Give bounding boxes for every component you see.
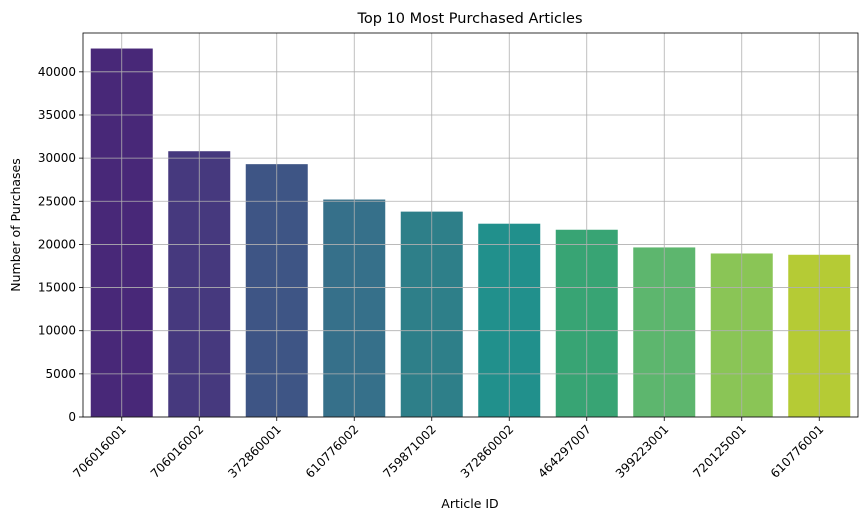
x-tick-label: 464297007 xyxy=(535,422,593,480)
x-tick-label: 372860002 xyxy=(458,422,516,480)
x-tick-label: 372860001 xyxy=(225,422,283,480)
y-tick-label: 0 xyxy=(68,410,76,424)
y-tick-label: 35000 xyxy=(38,108,76,122)
x-tick-label: 706016001 xyxy=(70,422,128,480)
x-axis-label: Article ID xyxy=(441,496,498,511)
x-tick-label: 706016002 xyxy=(148,422,206,480)
y-axis-label: Number of Purchases xyxy=(8,158,23,291)
x-tick-label: 759871002 xyxy=(380,422,438,480)
y-tick-label: 5000 xyxy=(45,367,76,381)
y-tick-label: 30000 xyxy=(38,151,76,165)
y-tick-label: 15000 xyxy=(38,281,76,295)
x-tick-label: 720125001 xyxy=(690,422,748,480)
plot-area: 0 5000 10000 15000 20000 25000 30000 35000 40000… xyxy=(38,32,859,481)
axes-frame xyxy=(82,32,859,418)
x-tick-label: 610776002 xyxy=(303,422,361,480)
y-tick-label: 20000 xyxy=(38,237,76,251)
y-tick-label: 40000 xyxy=(38,65,76,79)
x-tick-label: 399223001 xyxy=(613,422,671,480)
y-tick-label: 10000 xyxy=(38,324,76,338)
chart-title: Top 10 Most Purchased Articles xyxy=(356,11,582,27)
y-tick-label: 25000 xyxy=(38,194,76,208)
x-tick-label: 610776001 xyxy=(768,422,826,480)
